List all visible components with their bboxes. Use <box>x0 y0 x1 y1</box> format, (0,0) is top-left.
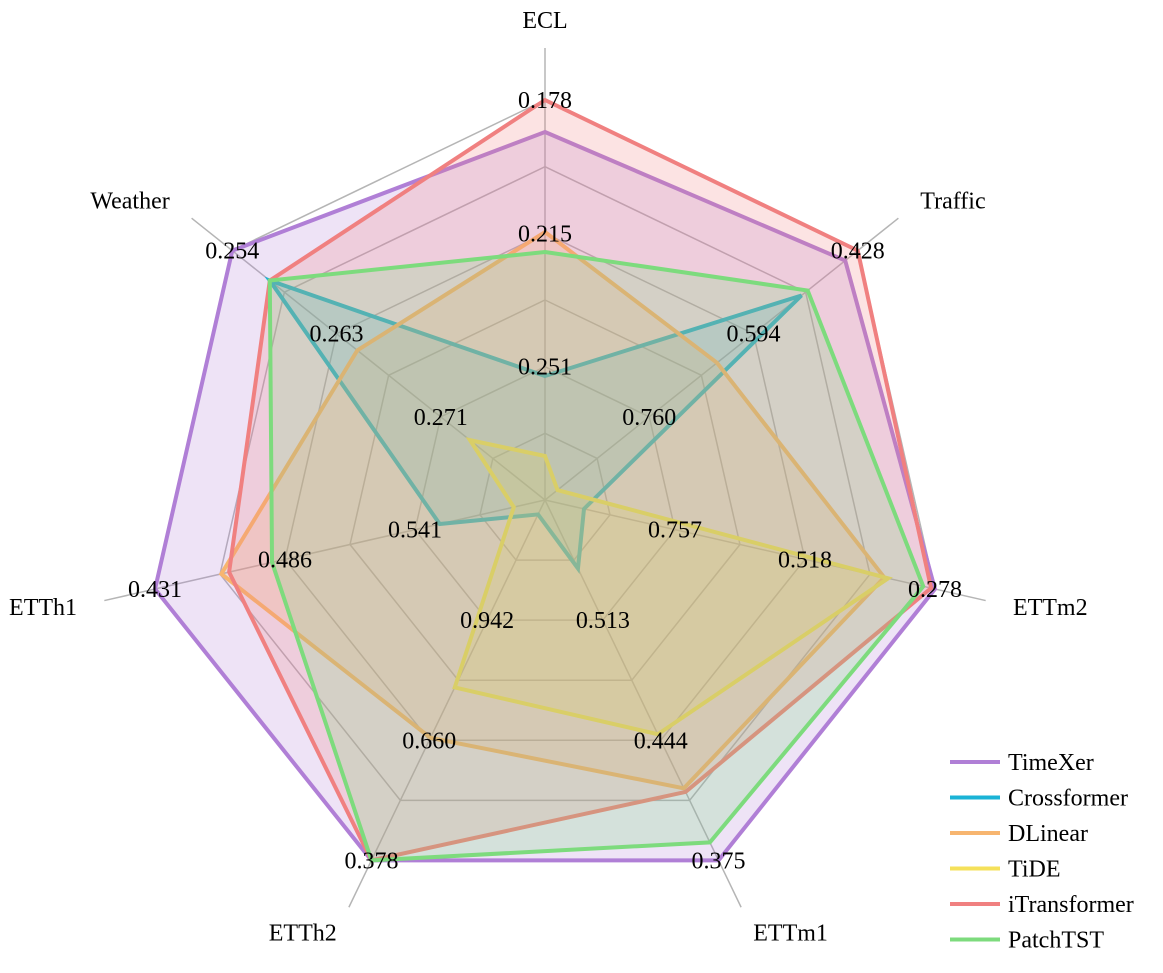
tick-label: 0.254 <box>205 239 259 265</box>
series-crossformer <box>264 276 803 574</box>
legend-label-dlinear: DLinear <box>1008 821 1088 847</box>
tick-label: 0.278 <box>908 577 962 603</box>
tick-label: 0.513 <box>576 608 630 634</box>
tick-label: 0.375 <box>692 848 746 874</box>
axis-label-ettm2: ETTm2 <box>1013 595 1088 621</box>
tick-label: 0.178 <box>518 88 572 114</box>
axis-spoke <box>544 217 899 501</box>
grid-ring <box>284 232 806 742</box>
grid-ring <box>349 299 741 681</box>
legend-label-tide: TiDE <box>1008 857 1060 883</box>
series-tide <box>452 437 893 737</box>
axis-label-etth2: ETTh2 <box>269 920 337 946</box>
tick-label: 0.757 <box>648 518 702 544</box>
grid-ring <box>414 365 676 621</box>
radar-axis-labels: ECL Traffic ETTm2 ETTm1 ETTh2 ETTh1 Weather <box>9 8 1088 946</box>
tick-label: 0.594 <box>726 322 780 348</box>
tick-label: 0.215 <box>518 221 572 247</box>
radar-series <box>152 97 938 863</box>
tick-label: 0.431 <box>128 577 182 603</box>
series-patchtst <box>267 249 926 863</box>
axis-spoke <box>191 217 546 501</box>
axis-label-traffic: Traffic <box>920 189 985 215</box>
tick-label: 0.428 <box>831 239 885 265</box>
axis-spoke <box>544 499 986 602</box>
legend-label-patchtst: PatchTST <box>1008 928 1104 954</box>
series-dlinear <box>218 229 887 791</box>
axis-label-ettm1: ETTm1 <box>753 920 828 946</box>
legend-label-timexer: TimeXer <box>1008 750 1094 776</box>
axis-label-ecl: ECL <box>522 8 567 34</box>
grid-ring <box>479 432 611 561</box>
legend: TimeXer Crossformer DLinear TiDE iTransforme… <box>950 750 1134 954</box>
legend-label-crossformer: Crossformer <box>1008 786 1128 812</box>
series-itransformer <box>227 97 934 863</box>
tick-label: 0.251 <box>518 355 572 381</box>
axis-spoke <box>104 499 546 602</box>
tick-label: 0.518 <box>778 547 832 573</box>
grid-ring <box>219 165 871 802</box>
tick-label: 0.541 <box>388 518 442 544</box>
tick-label: 0.263 <box>310 322 364 348</box>
tick-label: 0.660 <box>402 728 456 754</box>
axis-label-etth1: ETTh1 <box>9 595 77 621</box>
axis-spoke <box>348 499 546 908</box>
legend-label-itransformer: iTransformer <box>1008 892 1134 918</box>
axis-label-weather: Weather <box>90 189 169 215</box>
tick-label: 0.378 <box>344 848 398 874</box>
tick-label: 0.486 <box>258 547 312 573</box>
tick-label: 0.271 <box>414 405 468 431</box>
tick-label: 0.760 <box>622 405 676 431</box>
tick-label: 0.444 <box>634 728 688 754</box>
radar-tick-labels: 0.251 0.215 0.178 0.760 0.594 0.428 0.757 0.518… <box>128 88 962 874</box>
tick-label: 0.942 <box>460 608 514 634</box>
